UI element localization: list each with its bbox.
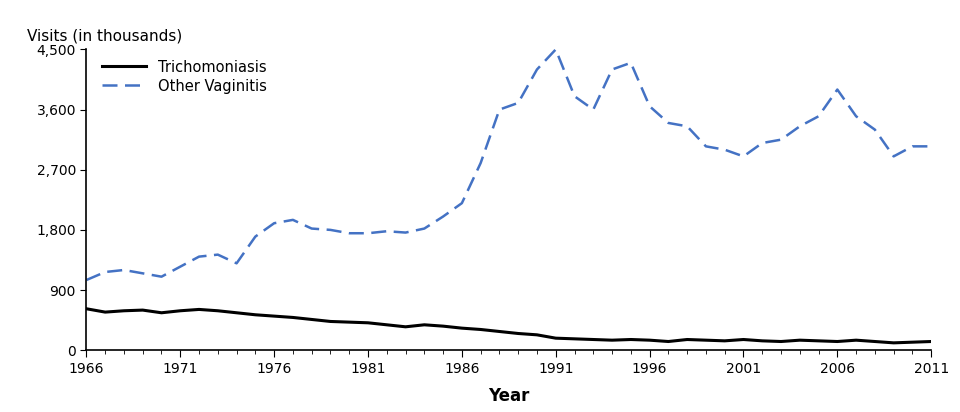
Trichomoniasis bbox=[100, 310, 111, 315]
Trichomoniasis bbox=[644, 338, 656, 343]
Other Vaginitis bbox=[156, 274, 167, 279]
Trichomoniasis bbox=[662, 339, 674, 344]
Other Vaginitis bbox=[137, 271, 149, 276]
Trichomoniasis bbox=[513, 331, 524, 336]
Trichomoniasis bbox=[269, 314, 280, 318]
Trichomoniasis bbox=[81, 306, 92, 311]
Trichomoniasis bbox=[737, 337, 749, 342]
Trichomoniasis bbox=[419, 322, 430, 327]
Other Vaginitis bbox=[306, 226, 318, 231]
Other Vaginitis bbox=[719, 147, 731, 152]
Trichomoniasis bbox=[250, 312, 261, 317]
Trichomoniasis bbox=[287, 315, 299, 320]
X-axis label: Year: Year bbox=[488, 387, 530, 405]
Other Vaginitis bbox=[493, 107, 505, 112]
Other Vaginitis bbox=[250, 234, 261, 239]
Other Vaginitis bbox=[100, 269, 111, 274]
Trichomoniasis bbox=[851, 338, 862, 343]
Trichomoniasis bbox=[700, 338, 711, 343]
Trichomoniasis bbox=[756, 338, 768, 343]
Other Vaginitis bbox=[869, 127, 880, 132]
Other Vaginitis bbox=[906, 144, 918, 149]
Trichomoniasis bbox=[399, 324, 411, 329]
Other Vaginitis bbox=[362, 231, 373, 236]
Trichomoniasis bbox=[438, 324, 449, 329]
Other Vaginitis bbox=[81, 278, 92, 283]
Line: Trichomoniasis: Trichomoniasis bbox=[86, 309, 931, 343]
Other Vaginitis bbox=[588, 107, 599, 112]
Other Vaginitis bbox=[324, 227, 336, 232]
Trichomoniasis bbox=[625, 337, 636, 342]
Other Vaginitis bbox=[175, 264, 186, 269]
Other Vaginitis bbox=[756, 140, 768, 145]
Trichomoniasis bbox=[776, 339, 787, 344]
Trichomoniasis bbox=[888, 340, 900, 345]
Other Vaginitis bbox=[475, 161, 487, 166]
Trichomoniasis bbox=[344, 320, 355, 325]
Trichomoniasis bbox=[193, 307, 204, 312]
Other Vaginitis bbox=[662, 120, 674, 125]
Other Vaginitis bbox=[531, 67, 542, 72]
Other Vaginitis bbox=[269, 221, 280, 226]
Other Vaginitis bbox=[682, 124, 693, 129]
Trichomoniasis bbox=[531, 332, 542, 337]
Other Vaginitis bbox=[831, 87, 843, 92]
Trichomoniasis bbox=[813, 338, 825, 343]
Other Vaginitis bbox=[776, 137, 787, 142]
Other Vaginitis bbox=[851, 114, 862, 119]
Trichomoniasis bbox=[118, 308, 130, 313]
Other Vaginitis bbox=[737, 154, 749, 159]
Trichomoniasis bbox=[794, 338, 805, 343]
Other Vaginitis bbox=[700, 144, 711, 149]
Trichomoniasis bbox=[306, 317, 318, 322]
Legend: Trichomoniasis, Other Vaginitis: Trichomoniasis, Other Vaginitis bbox=[102, 60, 267, 94]
Trichomoniasis bbox=[156, 310, 167, 315]
Other Vaginitis bbox=[287, 218, 299, 222]
Trichomoniasis bbox=[925, 339, 937, 344]
Other Vaginitis bbox=[230, 261, 242, 266]
Trichomoniasis bbox=[137, 308, 149, 313]
Other Vaginitis bbox=[625, 60, 636, 65]
Trichomoniasis bbox=[475, 327, 487, 332]
Trichomoniasis bbox=[607, 338, 618, 343]
Trichomoniasis bbox=[719, 338, 731, 343]
Other Vaginitis bbox=[344, 231, 355, 236]
Trichomoniasis bbox=[456, 325, 468, 330]
Trichomoniasis bbox=[212, 308, 224, 313]
Trichomoniasis bbox=[588, 337, 599, 342]
Trichomoniasis bbox=[682, 337, 693, 342]
Trichomoniasis bbox=[550, 336, 562, 341]
Other Vaginitis bbox=[419, 226, 430, 231]
Line: Other Vaginitis: Other Vaginitis bbox=[86, 49, 931, 280]
Trichomoniasis bbox=[869, 339, 880, 344]
Trichomoniasis bbox=[324, 319, 336, 324]
Other Vaginitis bbox=[888, 154, 900, 159]
Other Vaginitis bbox=[399, 230, 411, 235]
Other Vaginitis bbox=[438, 214, 449, 219]
Trichomoniasis bbox=[175, 308, 186, 313]
Other Vaginitis bbox=[813, 114, 825, 119]
Trichomoniasis bbox=[906, 340, 918, 345]
Trichomoniasis bbox=[831, 339, 843, 344]
Trichomoniasis bbox=[362, 320, 373, 325]
Trichomoniasis bbox=[230, 310, 242, 315]
Trichomoniasis bbox=[568, 336, 580, 341]
Other Vaginitis bbox=[550, 47, 562, 52]
Other Vaginitis bbox=[212, 252, 224, 257]
Other Vaginitis bbox=[925, 144, 937, 149]
Trichomoniasis bbox=[493, 329, 505, 334]
Other Vaginitis bbox=[644, 104, 656, 109]
Other Vaginitis bbox=[568, 94, 580, 99]
Other Vaginitis bbox=[607, 67, 618, 72]
Other Vaginitis bbox=[118, 267, 130, 272]
Other Vaginitis bbox=[381, 229, 393, 234]
Trichomoniasis bbox=[381, 322, 393, 327]
Other Vaginitis bbox=[794, 124, 805, 129]
Other Vaginitis bbox=[193, 254, 204, 259]
Other Vaginitis bbox=[513, 101, 524, 105]
Text: Visits (in thousands): Visits (in thousands) bbox=[27, 28, 182, 43]
Other Vaginitis bbox=[456, 201, 468, 206]
